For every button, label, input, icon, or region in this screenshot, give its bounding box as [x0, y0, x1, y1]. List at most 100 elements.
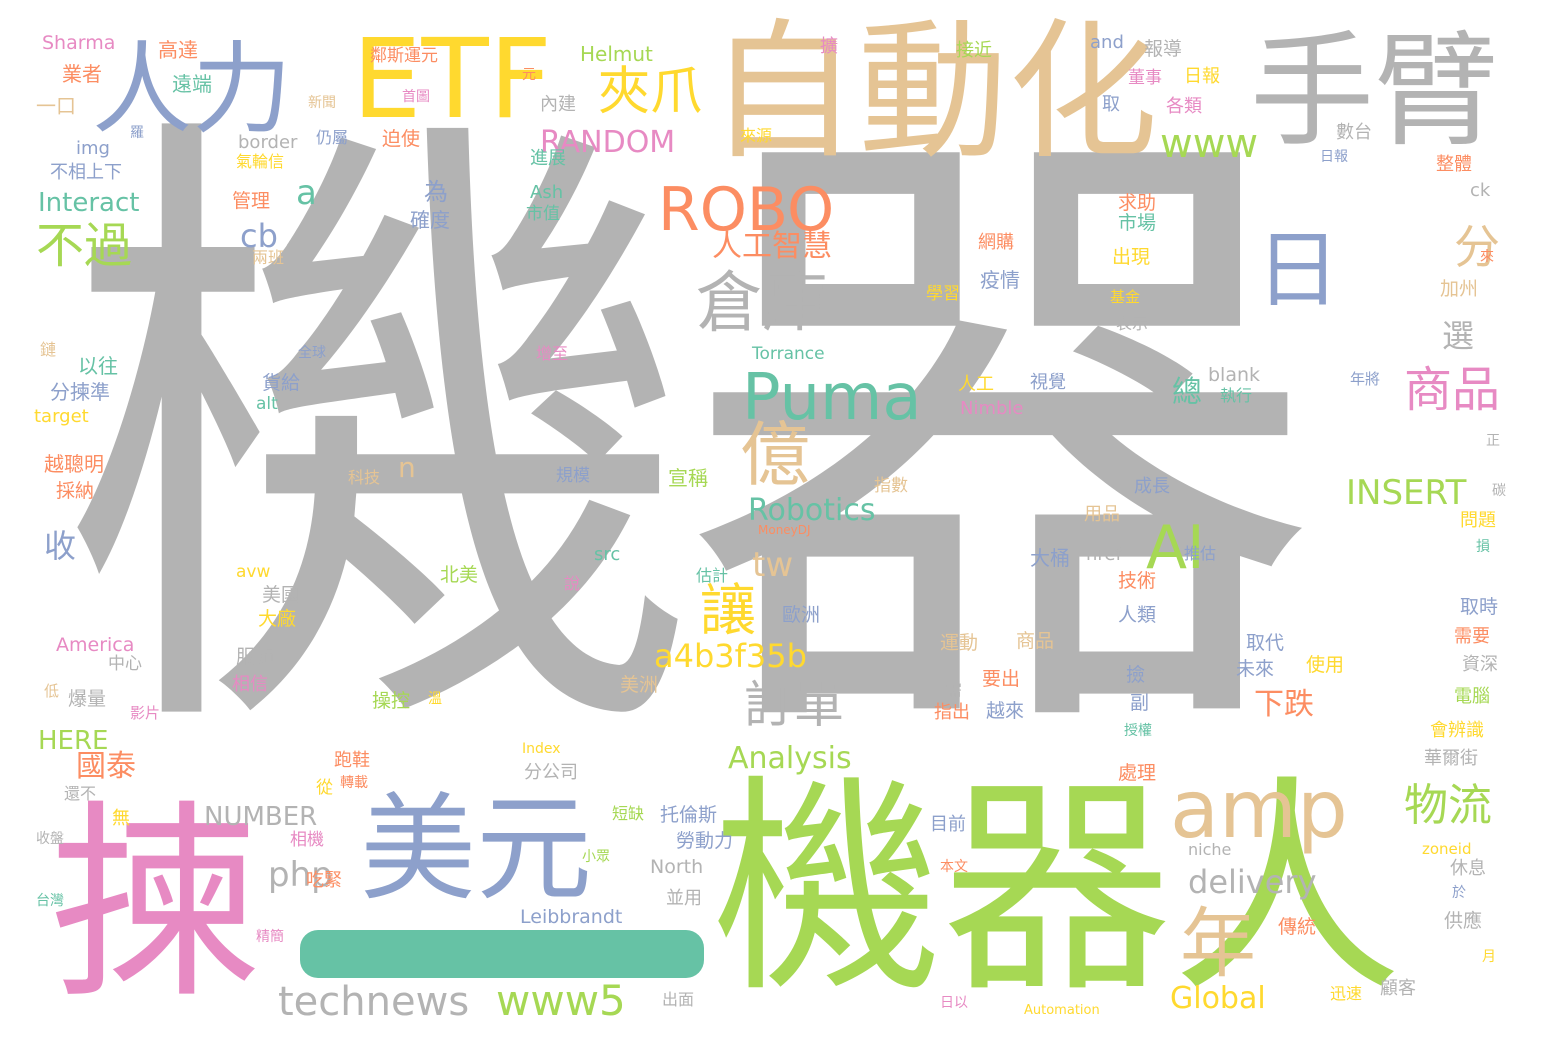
word-small: 休息 [1450, 858, 1486, 879]
word-small: 顧客 [1380, 978, 1416, 999]
word-small: 高達 [158, 38, 198, 62]
word-small: 進展 [530, 148, 566, 169]
word-a4b3f35b: a4b3f35b [654, 637, 807, 675]
word-jiazhua: 夾爪 [598, 62, 703, 122]
word-small: src [594, 544, 621, 565]
word-a: a [296, 173, 317, 213]
word-small: 本文 [940, 859, 968, 875]
word-small: 跑鞋 [334, 750, 370, 771]
word-buguo: 不過 [36, 218, 133, 274]
word-small: 會辨識 [1430, 720, 1484, 741]
word-small: 表示 [1116, 314, 1149, 333]
word-small: 無 [112, 808, 130, 829]
word-small: 氣輪信 [236, 152, 285, 171]
word-zidonghua: 自動化 [708, 6, 1159, 180]
word-small: 分公司 [524, 762, 578, 783]
word-small: 整體 [1436, 154, 1472, 175]
word-small: 遠端 [172, 72, 212, 96]
word-zong: 總 [1172, 375, 1202, 410]
word-small: Helmut [580, 42, 653, 66]
word-small: 不相上下 [50, 162, 122, 183]
word-insert: INSERT [1346, 473, 1467, 513]
word-small: 勞動力 [676, 830, 734, 852]
word-small: 迫使 [382, 128, 421, 150]
word-cb: cb [240, 217, 278, 255]
word-small: 收盤 [36, 831, 64, 847]
word-small: 元 [522, 67, 536, 83]
word-small: border [238, 132, 298, 153]
word-ri: 日 [1256, 221, 1341, 319]
word-delivery: delivery [1188, 863, 1317, 901]
word-small: 短缺 [612, 804, 645, 823]
word-small: MoneyDJ [758, 523, 811, 537]
word-jiqiren: 機器人 [712, 757, 1403, 1024]
word-small: 運動 [940, 632, 979, 654]
word-here: HERE [38, 726, 109, 756]
word-small: href [1086, 544, 1122, 565]
word-small: 越聰明 [44, 452, 104, 476]
word-small: 傳統 [1278, 916, 1317, 938]
word-small: 報導 [1144, 38, 1183, 60]
word-www5: www5 [496, 976, 626, 1025]
word-small: 出現 [1112, 246, 1151, 268]
word-small: 相機 [290, 830, 324, 850]
word-small: 爆量 [68, 688, 107, 710]
word-small: 以往 [78, 354, 118, 378]
word-small: Index [522, 741, 561, 757]
word-small: 兩班 [252, 248, 285, 267]
word-small: 中心 [108, 654, 142, 674]
word-small: 還不 [64, 784, 97, 803]
word-small: 要出 [982, 668, 1021, 690]
word-small: 低 [44, 682, 60, 700]
word-small: 相信 [232, 674, 268, 695]
word-small: 為 [424, 178, 448, 206]
word-puma: Puma [742, 361, 922, 435]
word-small: 小眾 [582, 849, 610, 865]
word-small: 說 [564, 574, 581, 593]
word-small: 處理 [1118, 762, 1157, 784]
word-renli: 人力 [92, 31, 292, 148]
word-small: 日以 [940, 995, 968, 1011]
word-small: 疫情 [980, 268, 1020, 292]
word-small: 擴 [820, 36, 838, 57]
word-small: 基金 [1110, 288, 1141, 306]
word-rang: 讓 [700, 579, 756, 644]
word-small: 台灣 [36, 893, 64, 909]
word-small: 估計 [696, 566, 729, 585]
word-small: 推估 [1184, 544, 1217, 563]
word-etf: ETF [352, 15, 552, 143]
word-small: 技術 [1118, 570, 1157, 592]
word-small: 資深 [1462, 654, 1498, 675]
word-robotics: Robotics [748, 493, 876, 528]
word-small: 首圖 [402, 89, 430, 105]
word-fen: 分 [1454, 220, 1500, 274]
word-rengongzhihui: 人工智慧 [712, 229, 832, 264]
word-small: 執行 [1220, 386, 1253, 405]
word-small: 規模 [556, 466, 590, 486]
word-jian: 揀 [50, 782, 261, 1027]
word-small: alt [256, 394, 278, 414]
word-small: zoneid [1422, 840, 1472, 858]
word-small: 歐洲 [782, 604, 821, 626]
word-small: 貨給 [262, 372, 301, 394]
word-small: 網購 [978, 232, 1014, 253]
word-xiadie: 下跌 [1254, 687, 1314, 722]
word-small: 並用 [666, 888, 702, 909]
word-small: 日報 [1184, 66, 1220, 87]
word-www: www [1160, 121, 1259, 167]
word-small: 增至 [536, 344, 569, 363]
word-shoubi: 手臂 [1250, 20, 1499, 164]
word-small: 影片 [130, 704, 161, 722]
word-small: 操控 [372, 690, 411, 712]
word-jiqi: 機器 [60, 67, 1320, 812]
word-small: img [76, 138, 110, 159]
word-small: niche [1188, 840, 1232, 859]
word-small: 鄰斯運元 [370, 46, 438, 66]
word-small: 董事 [1128, 68, 1162, 88]
word-small: America [56, 634, 135, 656]
word-small: 市場 [1118, 212, 1157, 234]
word-dingdan: 訂單 [744, 676, 844, 734]
word-small: 一口 [36, 94, 76, 118]
word-small: 美洲 [620, 674, 659, 696]
word-small: 正 [1486, 433, 1500, 449]
